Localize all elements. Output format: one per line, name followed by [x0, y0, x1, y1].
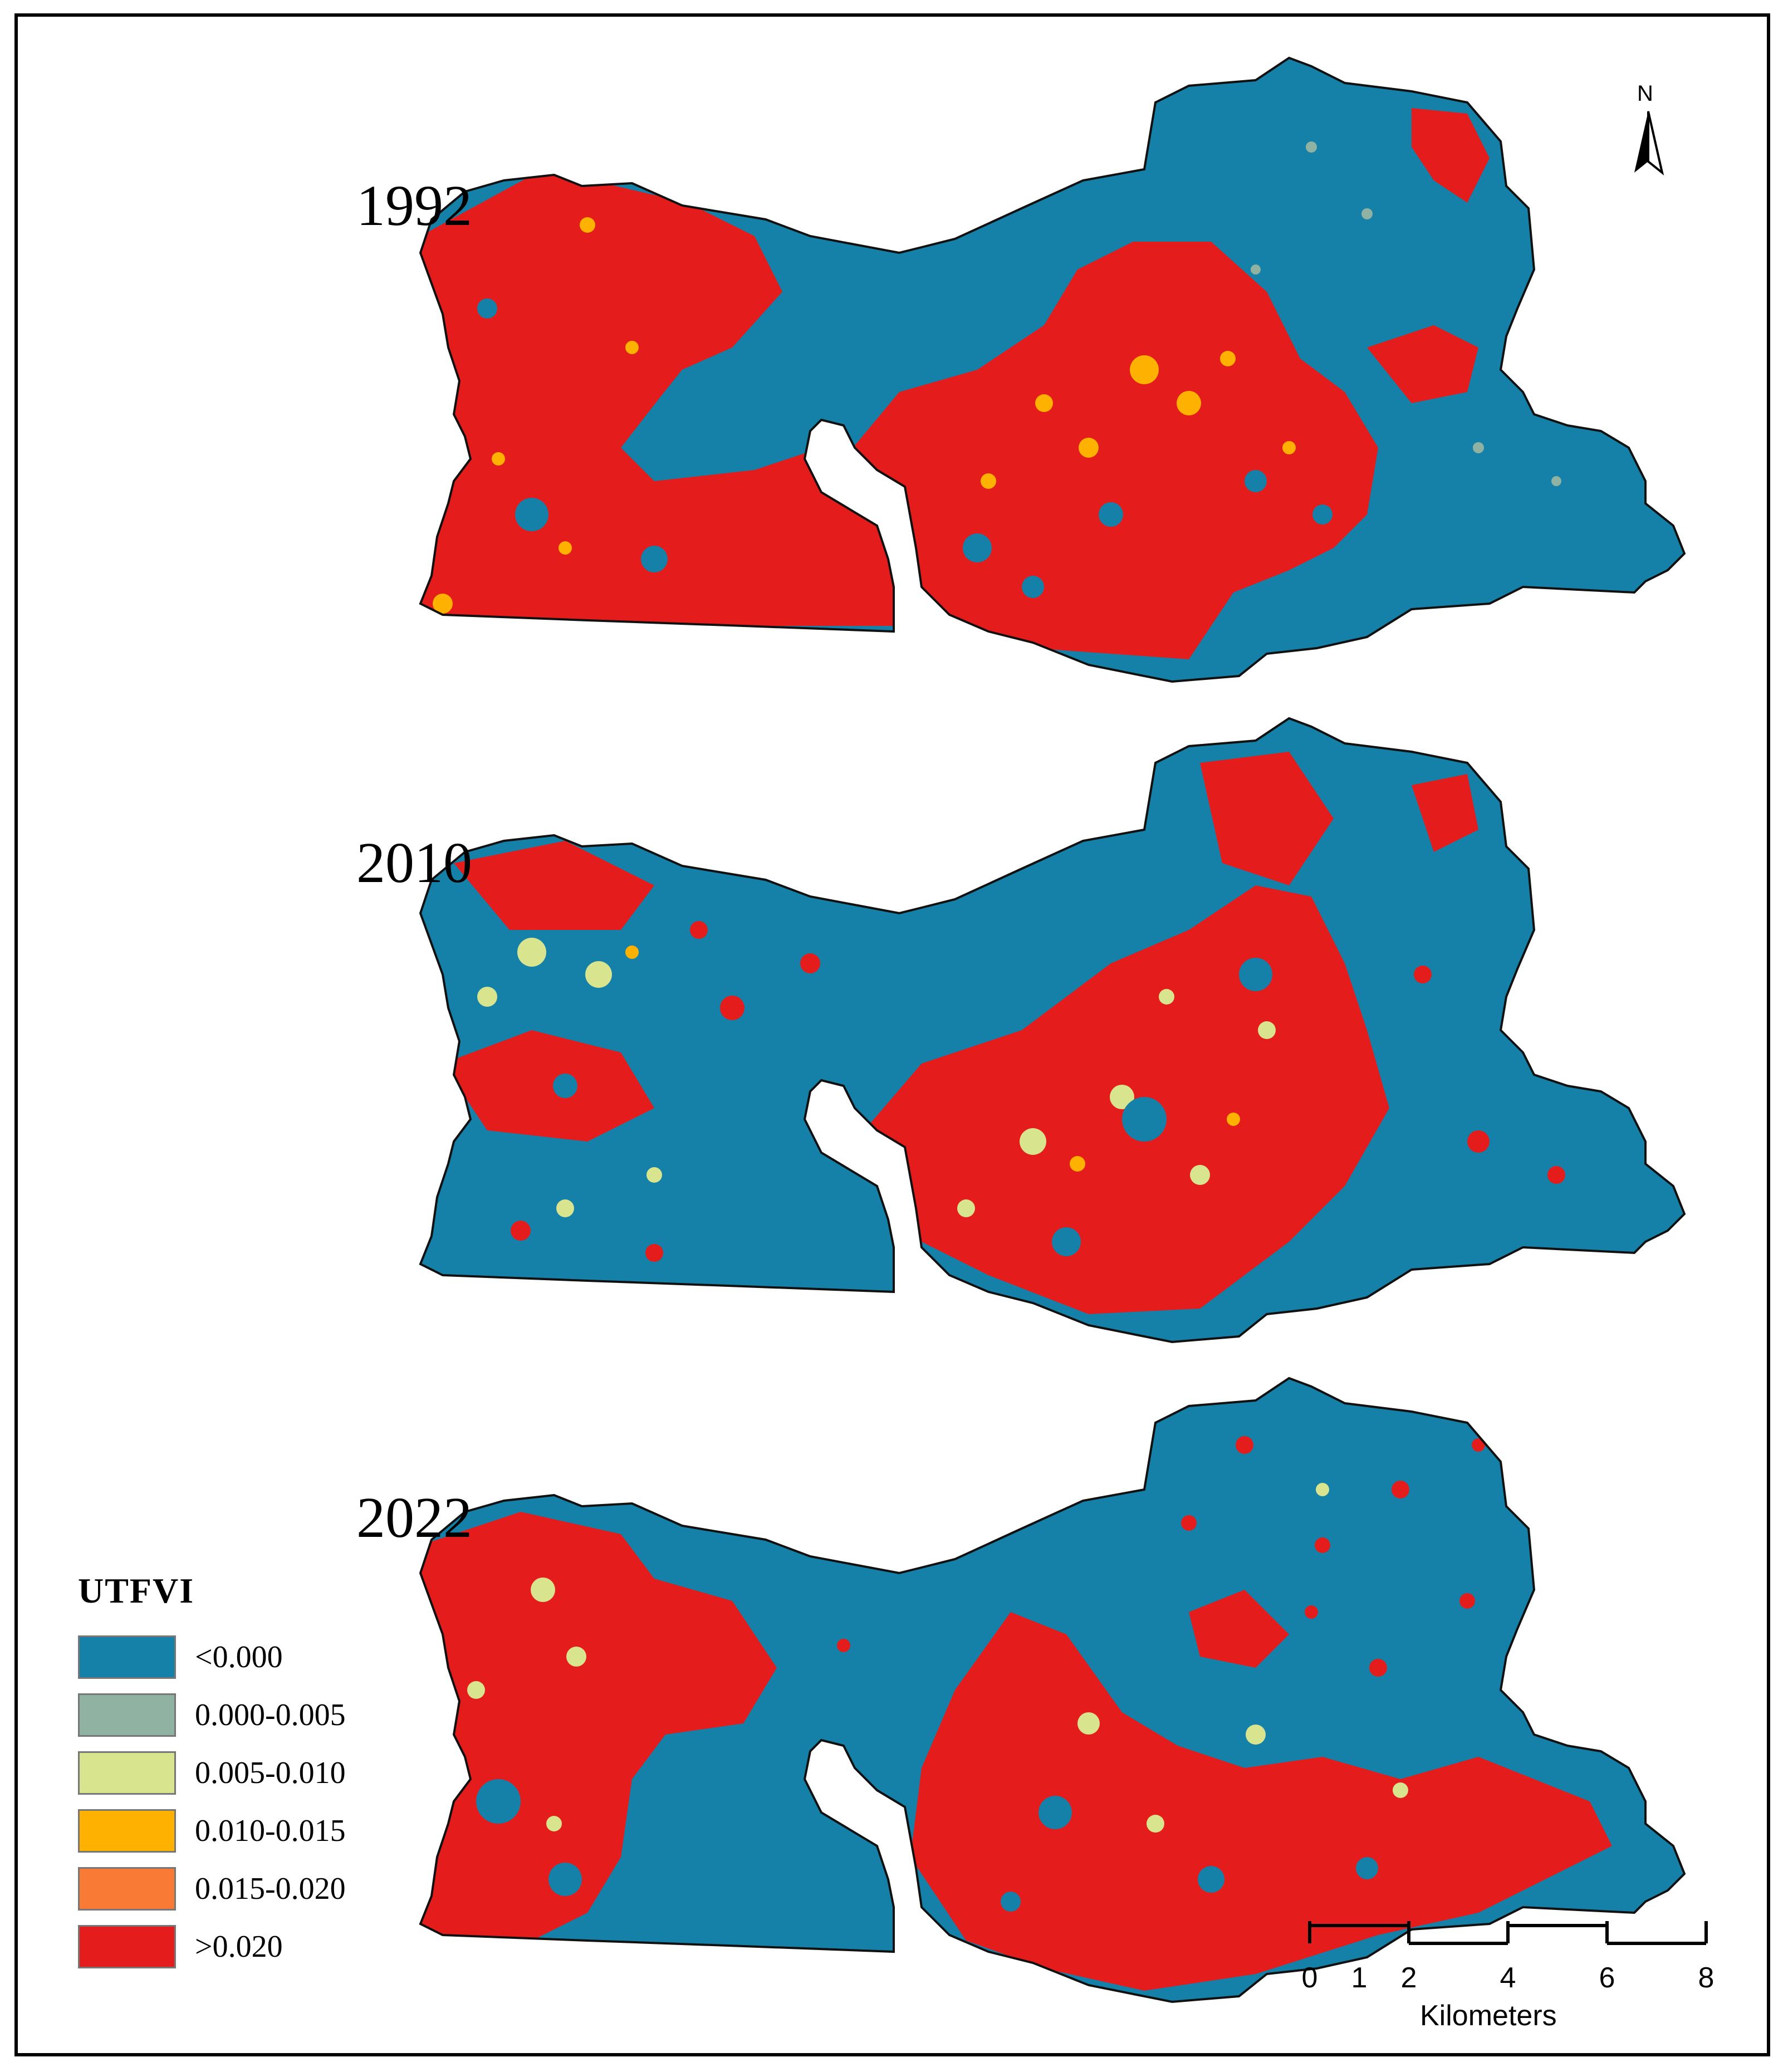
legend-label: 0.000-0.005: [195, 1698, 346, 1732]
hot-zone: [420, 1512, 777, 1941]
scale-tick-label: 4: [1500, 1962, 1516, 1994]
north-label: N: [1637, 81, 1653, 106]
legend-swatch: [78, 1809, 176, 1853]
north-arrow: [1634, 111, 1664, 176]
cool-spots: [477, 298, 1333, 598]
scale-tick-label: 0: [1301, 1962, 1318, 1994]
moderate-spots: [467, 1483, 1408, 1833]
legend-swatch: [78, 1635, 176, 1679]
hot-zone: [1412, 774, 1478, 852]
scale-bar: [1308, 1921, 1708, 1945]
map-panel-2022: [419, 1377, 1686, 2003]
hot-zone: [1367, 325, 1478, 403]
hot-zone: [454, 841, 654, 930]
panel-year-label: 2010: [356, 831, 472, 895]
scale-tick-label: 2: [1400, 1962, 1417, 1994]
mild-spots: [1251, 141, 1561, 486]
hot-zone: [1189, 1590, 1289, 1668]
legend-item: 0.005-0.010: [78, 1744, 501, 1802]
legend: UTFVI <0.000 0.000-0.005 0.005-0.010 0.0…: [78, 1570, 501, 1968]
legend-swatch: [78, 1867, 176, 1911]
legend-title: UTFVI: [78, 1571, 195, 1610]
scale-units-label: Kilometers: [1420, 2000, 1557, 2032]
legend-item: >0.020: [78, 1918, 501, 1976]
map-panel-2010: [419, 717, 1686, 1343]
cool-spots: [476, 1779, 1378, 1912]
legend-item: 0.015-0.020: [78, 1860, 501, 1918]
legend-label: 0.005-0.010: [195, 1756, 346, 1790]
panel-year-label: 2022: [356, 1486, 472, 1550]
legend-label: >0.020: [195, 1929, 283, 1964]
cool-spots: [553, 958, 1272, 1256]
legend-label: <0.000: [195, 1640, 283, 1674]
legend-item: 0.000-0.005: [78, 1686, 501, 1744]
legend-item: <0.000: [78, 1628, 501, 1686]
map-panel-1992: [419, 57, 1686, 683]
hot-zone: [443, 1030, 654, 1142]
hot-spots: [511, 921, 1565, 1262]
hot-zone: [1412, 108, 1490, 203]
moderate-spots: [477, 938, 1276, 1217]
scale-tick-label: 1: [1351, 1962, 1368, 1994]
hot-zone: [1200, 752, 1334, 885]
legend-item: 0.010-0.015: [78, 1802, 501, 1860]
legend-label: 0.010-0.015: [195, 1814, 346, 1848]
warm-spots: [625, 946, 1240, 1172]
legend-swatch: [78, 1693, 176, 1737]
scale-tick-label: 8: [1698, 1962, 1714, 1994]
legend-swatch: [78, 1751, 176, 1795]
warm-spots: [433, 217, 1296, 614]
legend-swatch: [78, 1925, 176, 1968]
legend-label: 0.015-0.020: [195, 1872, 346, 1906]
hot-zone: [910, 1612, 1612, 1991]
panel-year-label: 1992: [356, 174, 472, 238]
hot-spots: [837, 1436, 1485, 1677]
scale-tick-label: 6: [1599, 1962, 1615, 1994]
